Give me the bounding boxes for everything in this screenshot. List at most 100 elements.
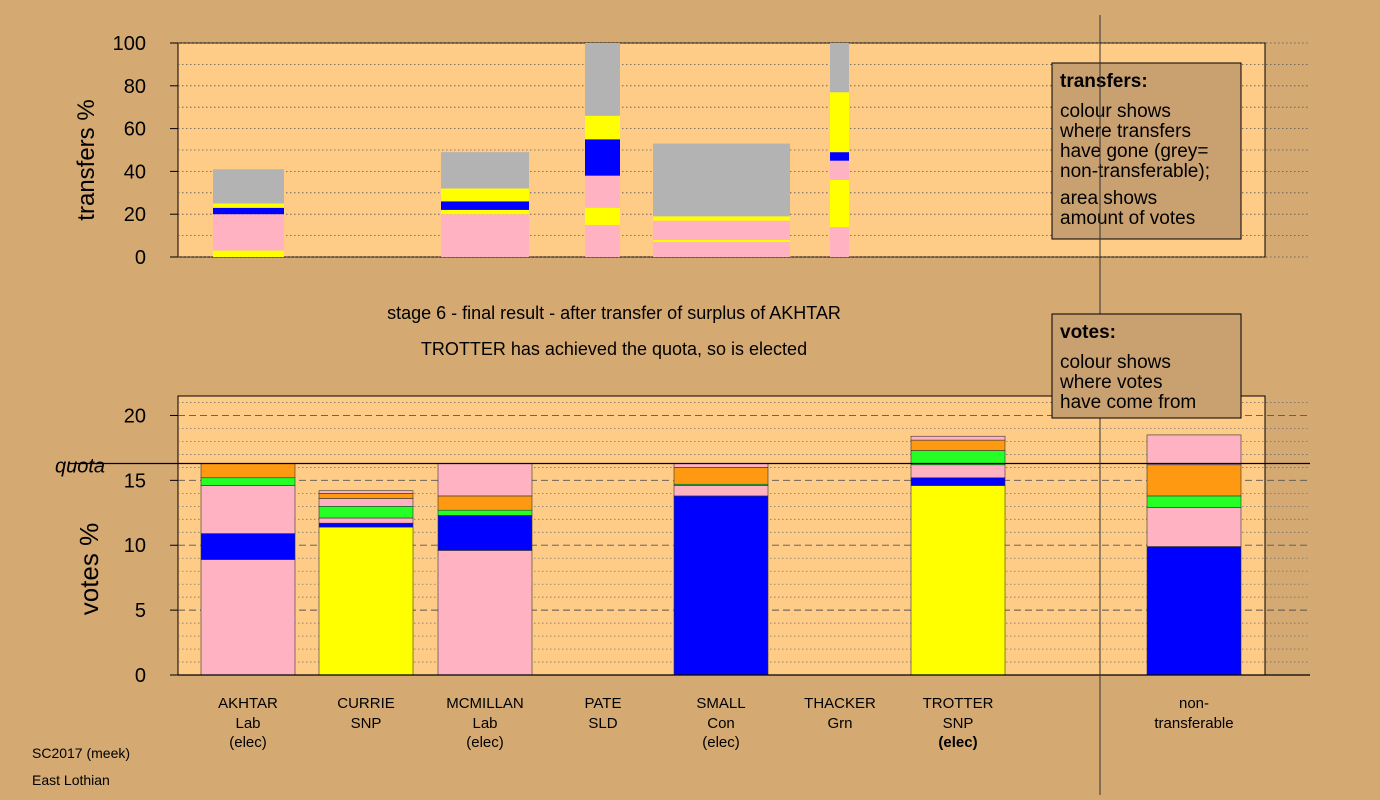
transfer-segment-akhtar [213, 214, 284, 251]
vote-segment-small [673, 485, 769, 497]
vote-segment-akhtar [200, 559, 296, 676]
vote-segment-mcmillan [437, 495, 533, 511]
votes-legend-box [1051, 313, 1242, 419]
vote-segment-akhtar [200, 463, 296, 479]
category-status-small: (elec) [702, 734, 740, 751]
vote-segment-akhtar [200, 477, 296, 486]
transfer-segment-mcmillan [441, 214, 529, 257]
stage-subtitle: TROTTER has achieved the quota, so is el… [421, 339, 807, 359]
transfer-segment-akhtar [213, 250, 284, 257]
top-y-tick-label: 40 [124, 161, 146, 183]
category-name-non: non- [1179, 695, 1209, 712]
vote-segment-currie [318, 522, 414, 528]
votes-legend-line: colour shows [1060, 352, 1171, 373]
vote-segment-trotter [910, 464, 1006, 479]
category-party-small: Con [707, 715, 735, 732]
vote-segment-currie [318, 526, 414, 676]
vote-segment-currie [318, 493, 414, 499]
vote-segment-currie [318, 506, 414, 519]
transfer-segment-thacker [830, 179, 849, 228]
bottom-y-tick-label: 10 [124, 535, 146, 557]
transfer-segment-akhtar [213, 207, 284, 215]
transfer-segment-small [653, 216, 790, 221]
transfer-segment-mcmillan [441, 152, 529, 189]
transfer-segment-akhtar [213, 169, 284, 204]
category-status-mcmillan: (elec) [466, 734, 504, 751]
transfer-segment-pate [585, 139, 620, 176]
category-name-small: SMALL [696, 695, 745, 712]
category-name-akhtar: AKHTAR [218, 695, 278, 712]
top-y-tick-label: 100 [113, 33, 146, 55]
top-y-tick-label: 60 [124, 119, 146, 141]
transfers-legend-box [1051, 62, 1242, 240]
category-party-mcmillan: Lab [472, 715, 497, 732]
transfers-legend-line: where transfers [1059, 121, 1191, 142]
bottom-y-tick-label: 0 [135, 665, 146, 687]
transfer-segment-thacker [830, 92, 849, 153]
vote-segment-mcmillan [437, 509, 533, 516]
quota-label: quota [55, 455, 105, 477]
votes-legend-line: where votes [1059, 372, 1162, 393]
vote-segment-trotter [910, 450, 1006, 466]
transfer-segment-small [653, 239, 790, 243]
footer-election: SC2017 (meek) [32, 745, 131, 761]
stage-title: stage 6 - final result - after transfer … [387, 303, 841, 323]
vote-segment-mcmillan [437, 463, 533, 497]
transfer-segment-pate [585, 43, 620, 116]
category-name-thacker: THACKER [804, 695, 876, 712]
bottom-y-tick-label: 15 [124, 470, 146, 492]
transfers-legend-line: non-transferable); [1060, 161, 1210, 182]
vote-segment-currie [318, 498, 414, 507]
transfers-legend-title: transfers: [1060, 71, 1148, 92]
category-party-akhtar: Lab [235, 715, 260, 732]
category-status-trotter: (elec) [938, 734, 977, 751]
vote-segment-akhtar [200, 533, 296, 560]
transfers-legend-line: have gone (grey= [1060, 141, 1208, 162]
transfer-segment-pate [585, 175, 620, 208]
category-name-pate: PATE [585, 695, 622, 712]
transfer-segment-pate [585, 207, 620, 225]
transfer-segment-thacker [830, 43, 849, 93]
transfer-segment-small [653, 220, 790, 240]
vote-segment-small [673, 467, 769, 485]
transfers-legend-line: area shows [1060, 188, 1157, 209]
bottom-y-tick-label: 20 [124, 405, 146, 427]
top-y-axis-label: transfers % [73, 99, 100, 220]
vote-segment-non [1146, 464, 1242, 497]
category-party-non: transferable [1154, 715, 1233, 732]
category-status-akhtar: (elec) [229, 734, 267, 751]
category-party-thacker: Grn [827, 715, 852, 732]
top-y-tick-label: 0 [135, 247, 146, 269]
transfer-segment-small [653, 143, 790, 217]
category-name-currie: CURRIE [337, 695, 395, 712]
vote-segment-trotter [910, 477, 1006, 486]
category-party-trotter: SNP [943, 715, 974, 732]
vote-segment-non [1146, 434, 1242, 466]
transfer-segment-small [653, 242, 790, 257]
vote-segment-mcmillan [437, 550, 533, 676]
vote-segment-currie [318, 517, 414, 524]
vote-segment-trotter [910, 439, 1006, 451]
transfer-segment-pate [585, 224, 620, 257]
top-y-tick-label: 80 [124, 76, 146, 98]
vote-segment-non [1146, 507, 1242, 547]
vote-segment-trotter [910, 485, 1006, 676]
bottom-y-axis-label: votes % [74, 523, 104, 616]
votes-legend-line: have come from [1060, 392, 1196, 413]
transfer-segment-thacker [830, 152, 849, 161]
transfer-segment-mcmillan [441, 209, 529, 215]
transfer-segment-mcmillan [441, 201, 529, 210]
top-y-tick-label: 20 [124, 204, 146, 226]
transfer-segment-mcmillan [441, 188, 529, 202]
transfer-segment-thacker [830, 227, 849, 257]
category-name-mcmillan: MCMILLAN [446, 695, 524, 712]
footer-constituency: East Lothian [32, 772, 110, 788]
transfers-legend-line: amount of votes [1060, 208, 1195, 229]
vote-segment-non [1146, 546, 1242, 676]
bottom-y-tick-label: 5 [135, 600, 146, 622]
transfer-segment-akhtar [213, 203, 284, 208]
vote-segment-currie [318, 490, 414, 494]
vote-segment-mcmillan [437, 515, 533, 551]
